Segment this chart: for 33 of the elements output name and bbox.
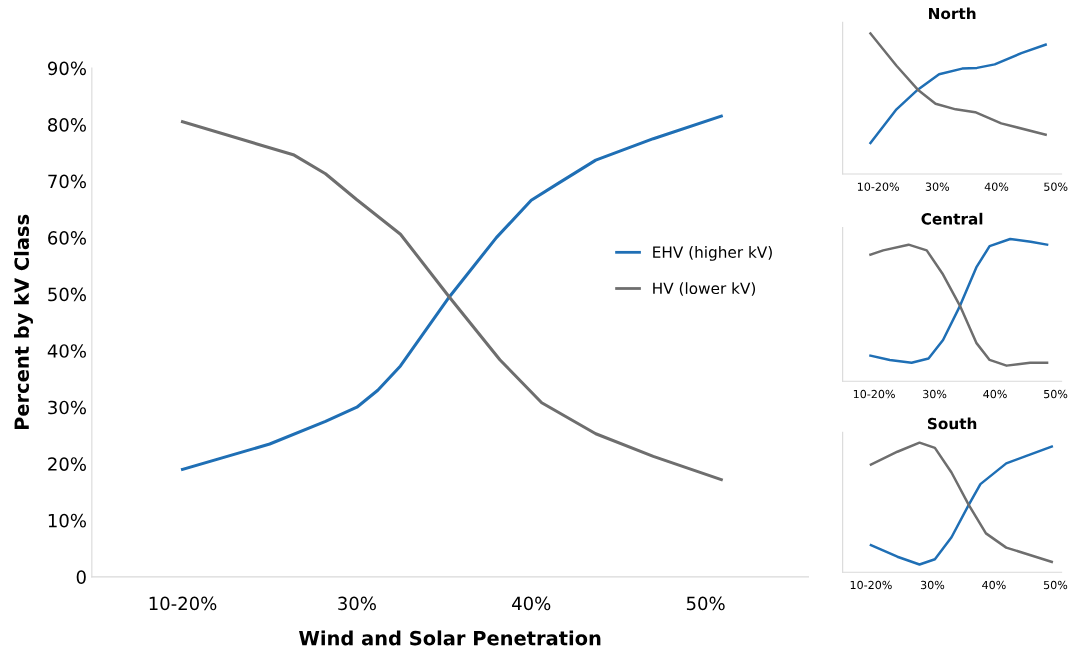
x-tick-label: 50% — [1044, 389, 1068, 399]
y-tick-label: 70% — [48, 174, 86, 189]
x-axis-title: Wind and Solar Penetration — [299, 630, 601, 646]
x-tick-label: 50% — [686, 596, 725, 611]
y-tick-label: 90% — [47, 61, 86, 76]
x-tick-label: 10-20% — [853, 389, 895, 399]
y-tick-label: 10% — [48, 513, 86, 528]
x-tick-label: 50% — [1044, 182, 1068, 191]
chart-title: North — [929, 7, 976, 20]
x-tick-label: 30% — [338, 596, 376, 611]
y-axis-title: Percent by kV Class — [14, 214, 33, 430]
x-tick-label: 50% — [1043, 580, 1068, 590]
y-tick-label: 50% — [48, 287, 86, 302]
legend-label: EHV (higher kV) — [653, 246, 772, 261]
x-tick-label: 10-20% — [850, 580, 892, 590]
x-tick-label: 40% — [982, 580, 1006, 590]
x-tick-label: 30% — [920, 580, 945, 590]
x-tick-label: 40% — [983, 389, 1007, 399]
y-tick-label: 60% — [48, 231, 86, 245]
y-tick-label: 30% — [48, 400, 86, 415]
x-tick-label: 10-20% — [149, 596, 217, 611]
x-tick-label: 40% — [512, 596, 551, 611]
x-tick-label: 30% — [925, 182, 950, 191]
legend-label: HV (lower kV) — [653, 282, 756, 296]
x-tick-label: 10-20% — [857, 182, 899, 191]
x-tick-label: 30% — [923, 389, 947, 399]
y-tick-label: 20% — [48, 457, 86, 471]
y-tick-label: 40% — [47, 344, 86, 358]
chart-title: South — [927, 417, 977, 430]
chart-title: Central — [921, 212, 983, 225]
y-tick-label: 0 — [76, 570, 86, 584]
x-tick-label: 40% — [984, 182, 1009, 191]
y-tick-label: 80% — [48, 118, 86, 132]
